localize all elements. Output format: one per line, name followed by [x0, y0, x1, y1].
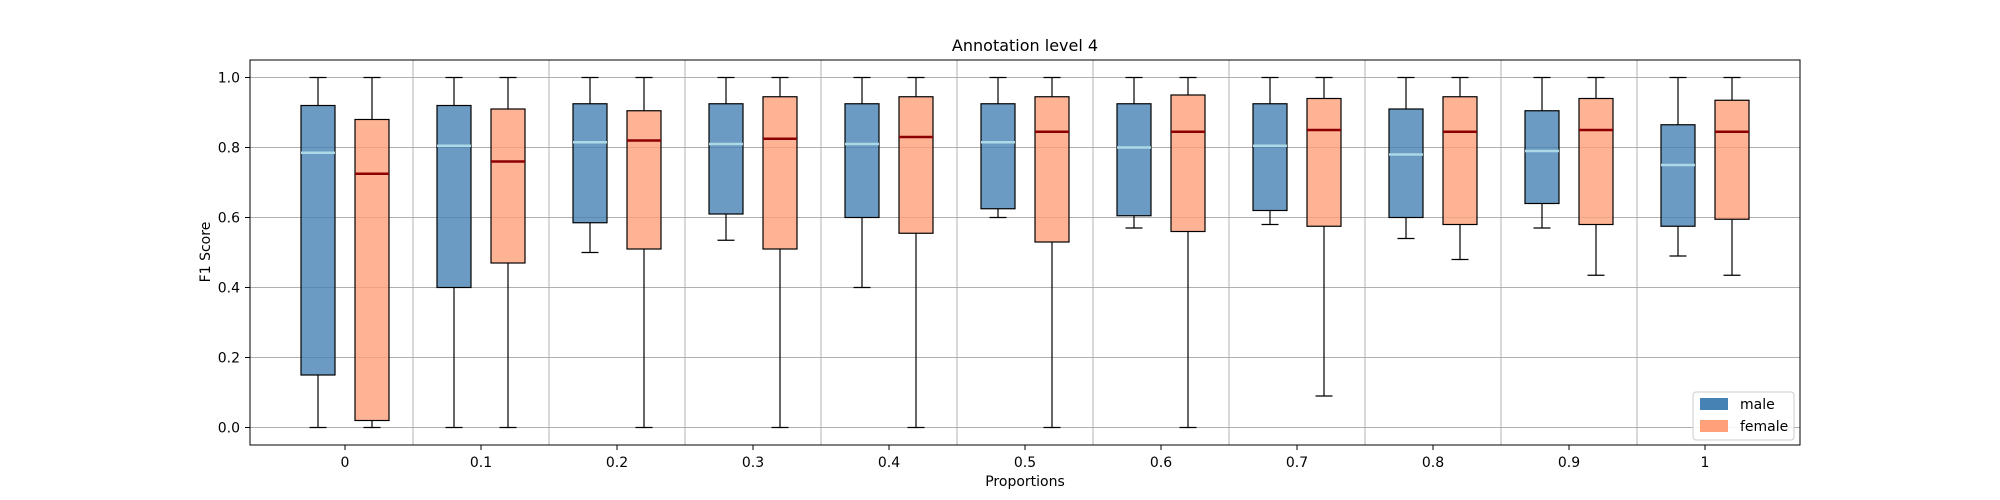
legend-label-female: female — [1740, 419, 1788, 435]
x-axis-title: Proportions — [985, 474, 1065, 490]
box-iqr — [1116, 103, 1152, 217]
box-male-0.4 — [844, 76, 880, 289]
box-iqr — [490, 108, 526, 264]
x-tick-label: 1 — [1701, 455, 1710, 471]
box-iqr — [1306, 97, 1342, 227]
box-male-0.1 — [436, 76, 472, 429]
y-tick-label: 0.8 — [218, 141, 240, 157]
box-female-0.5 — [1034, 76, 1070, 429]
box-male-0.5 — [980, 76, 1016, 219]
box-male-1 — [1660, 76, 1696, 257]
ticks: 0.0 0.2 0.4 0.6 0.8 1.0 0 0.1 0.2 0.3 0.4 0.5 0.6 0.7… — [218, 71, 1710, 472]
box-male-0.6 — [1116, 76, 1152, 229]
box-iqr — [1578, 97, 1614, 226]
x-tick-label: 0.6 — [1150, 455, 1172, 471]
box-male-0.3 — [708, 76, 744, 241]
x-tick-label: 0.5 — [1014, 455, 1036, 471]
box-iqr — [1442, 96, 1478, 226]
x-tick-label: 0.3 — [742, 455, 764, 471]
box-iqr — [1714, 99, 1750, 220]
y-tick-label: 0.2 — [218, 351, 240, 367]
box-iqr — [1388, 108, 1424, 219]
box-iqr — [762, 96, 798, 250]
box-iqr — [1170, 94, 1206, 233]
box-iqr — [300, 104, 336, 376]
plot-area — [250, 60, 1800, 445]
box-female-0.6 — [1170, 76, 1206, 429]
x-tick-label: 0 — [341, 455, 350, 471]
box-male-0.9 — [1524, 76, 1560, 229]
x-tick-label: 0.8 — [1422, 455, 1444, 471]
box-male-0.2 — [572, 76, 608, 254]
y-tick-label: 0.6 — [218, 211, 240, 227]
box-female-0.3 — [762, 76, 798, 429]
y-tick-label: 0.4 — [218, 281, 240, 297]
boxes — [300, 76, 1750, 429]
box-female-0.8 — [1442, 76, 1478, 261]
chart-title: Annotation level 4 — [952, 36, 1098, 55]
box-iqr — [1252, 103, 1288, 212]
box-iqr — [980, 103, 1016, 210]
box-female-0.9 — [1578, 76, 1614, 276]
box-male-0.8 — [1388, 76, 1424, 240]
box-female-0.4 — [898, 76, 934, 429]
legend-swatch-female — [1700, 420, 1728, 432]
x-tick-label: 0.4 — [878, 455, 900, 471]
box-iqr — [1660, 124, 1696, 227]
x-tick-label: 0.1 — [470, 455, 492, 471]
legend-label-male: male — [1740, 397, 1775, 413]
x-tick-label: 0.9 — [1558, 455, 1580, 471]
box-iqr — [1034, 96, 1070, 243]
y-tick-label: 0.0 — [218, 421, 240, 437]
x-tick-label: 0.7 — [1286, 455, 1308, 471]
box-male-0.7 — [1252, 76, 1288, 226]
box-female-0.1 — [490, 76, 526, 429]
box-iqr — [898, 96, 934, 234]
box-female-0.7 — [1306, 76, 1342, 397]
box-male-0 — [300, 76, 336, 429]
box-iqr — [626, 110, 662, 250]
box-iqr — [572, 103, 608, 224]
box-iqr — [844, 103, 880, 219]
x-tick-label: 0.2 — [606, 455, 628, 471]
y-tick-label: 1.0 — [218, 71, 240, 87]
box-female-0 — [354, 76, 390, 429]
box-iqr — [354, 118, 390, 422]
box-iqr — [436, 104, 472, 289]
legend-swatch-male — [1700, 398, 1728, 410]
box-iqr — [708, 103, 744, 215]
box-female-0.2 — [626, 76, 662, 429]
legend: male female — [1692, 391, 1795, 441]
box-female-1 — [1714, 76, 1750, 276]
box-iqr — [1524, 110, 1560, 205]
y-axis-title: F1 Score — [198, 222, 214, 283]
